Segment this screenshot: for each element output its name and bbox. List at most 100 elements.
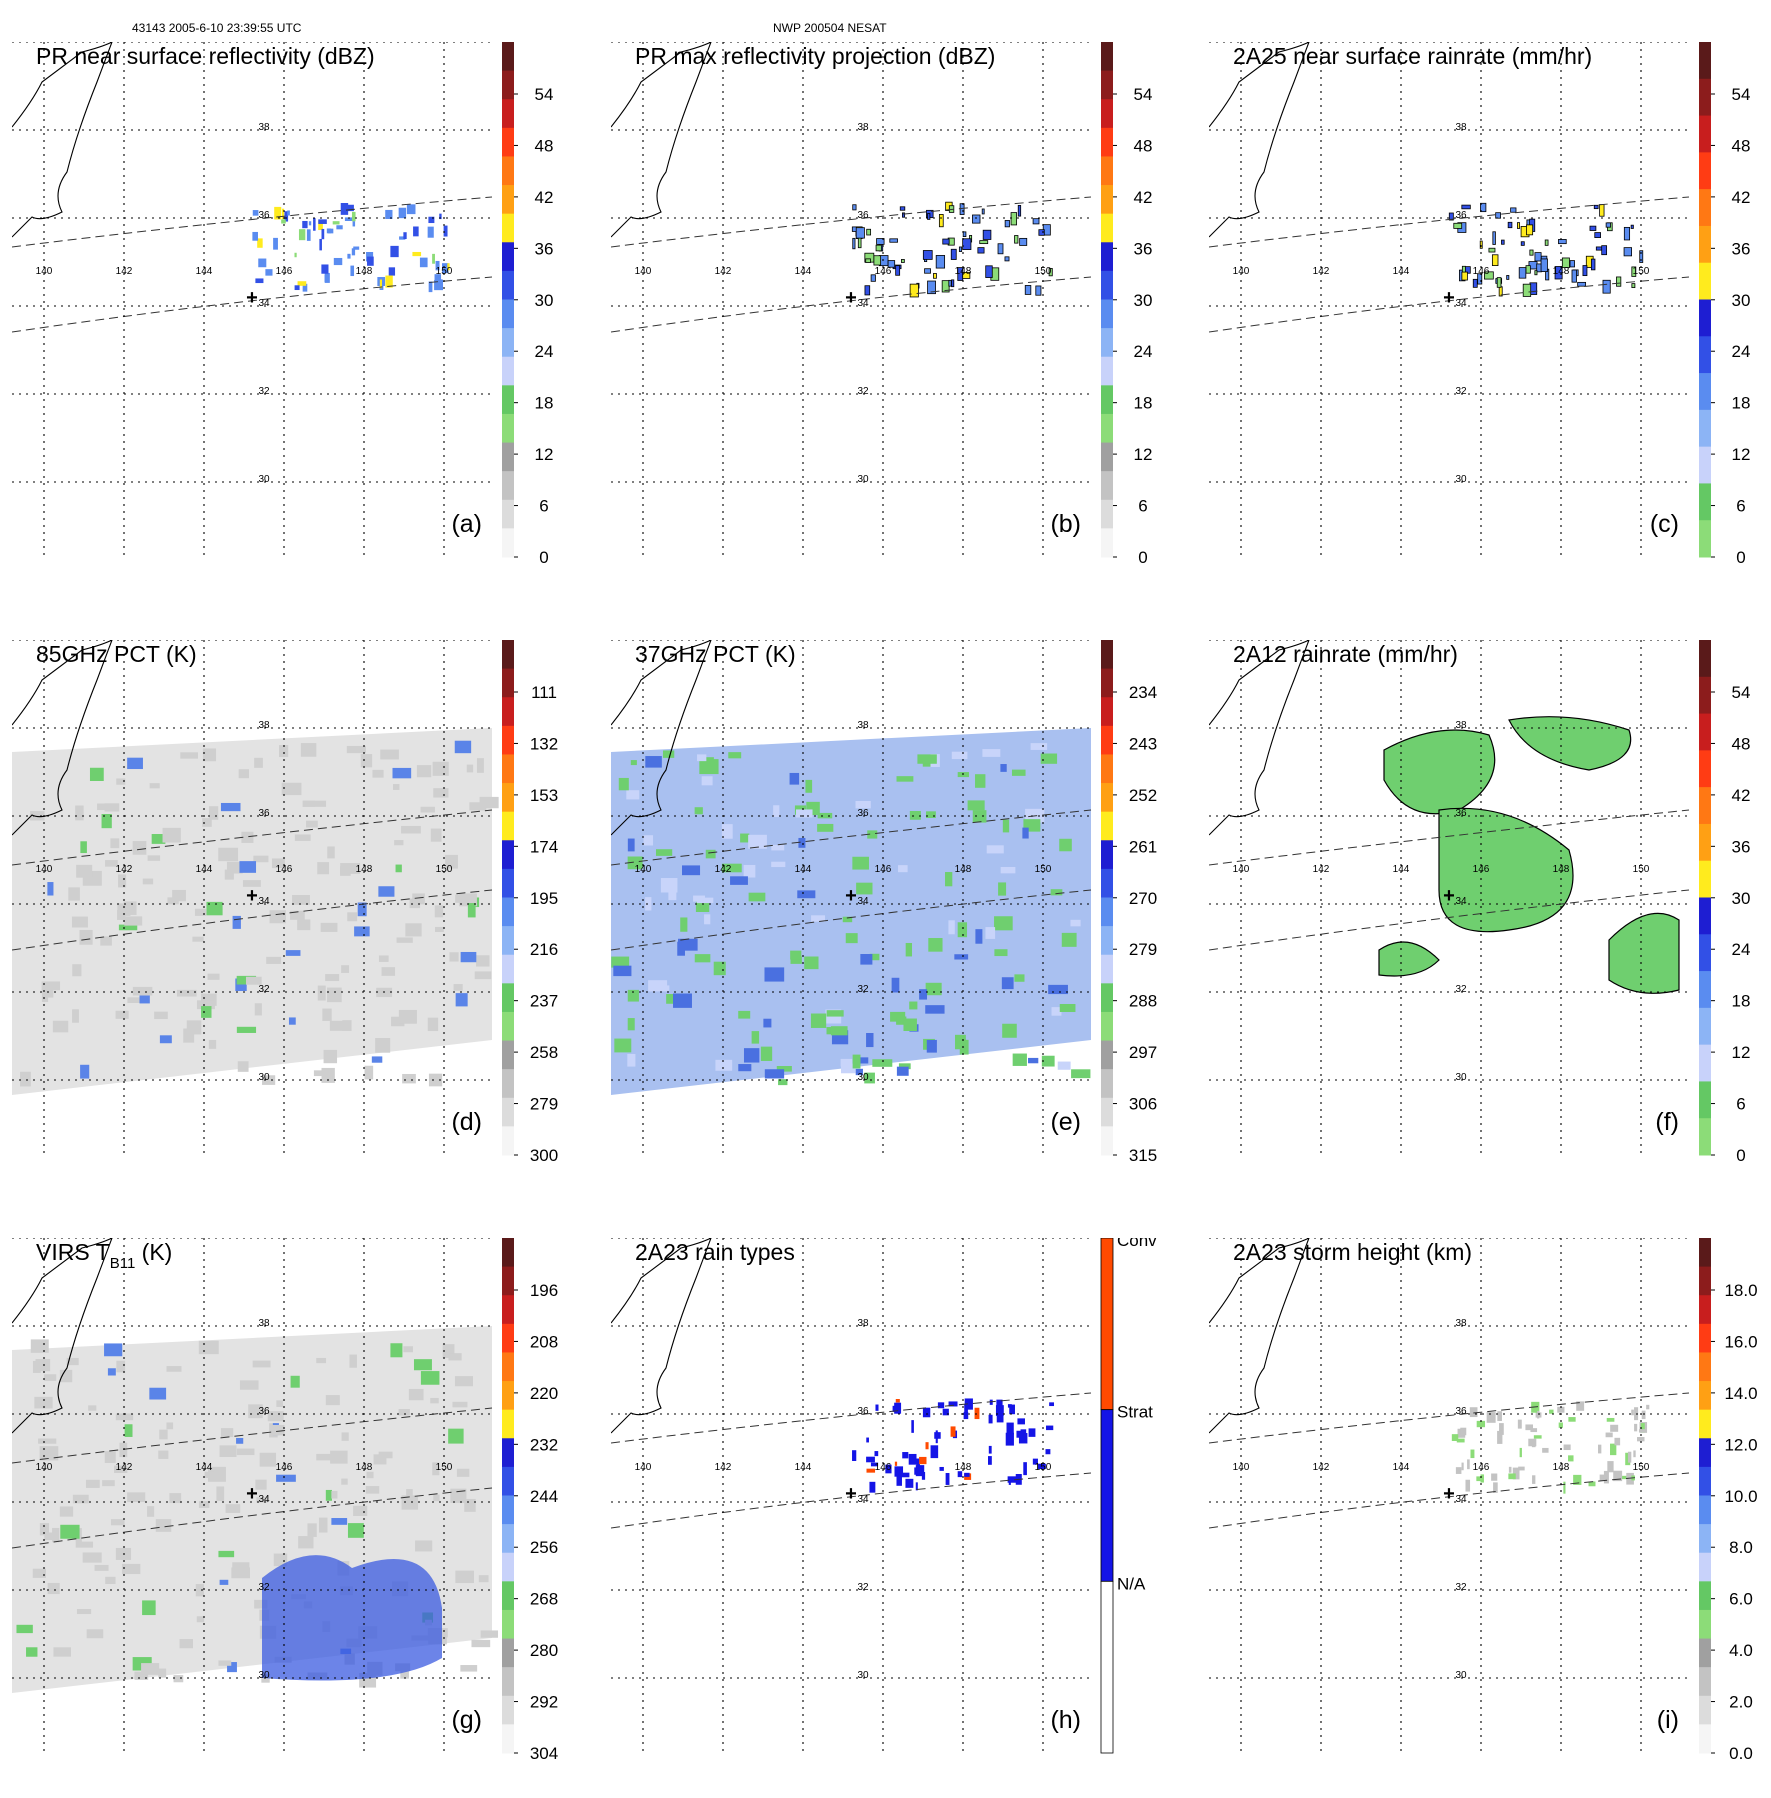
pixel-cell [218,847,239,862]
rain-cell [1639,250,1644,263]
swath-edge [12,196,493,248]
rain-cell [959,203,965,215]
pixel-cell [442,1344,455,1358]
pixel-cell [320,922,338,932]
rain-cell [1004,220,1010,228]
pixel-cell [302,800,315,807]
rain-cell [351,211,356,222]
storm-center-icon: + [1443,1483,1455,1505]
rain-cell [432,253,435,264]
pixel-cell [101,814,112,829]
map-area: 40 38 36 34 32 30 140 142 144 146 148 150 + [611,640,1092,1155]
pixel-cell [696,897,714,904]
pixel-cell [316,1453,336,1461]
case-name: NWP 200504 NESAT [773,21,887,35]
lon-label: 142 [715,266,732,277]
colorbar-swatch [1699,1495,1711,1525]
lon-label: 150 [1633,266,1650,277]
pixel-cell [341,965,350,973]
lat-label: 34 [1455,298,1467,309]
lon-label: 146 [276,266,293,277]
lon-label: 144 [196,266,213,277]
rain-cell [916,1458,920,1470]
lon-label: 142 [1313,864,1330,875]
rain-cell [948,279,952,287]
rain-cell [894,1461,898,1466]
rain-cell [962,238,972,250]
rain-cell [1616,276,1622,287]
map-area: 40 38 36 34 32 30 140 142 144 146 148 150 + [1209,640,1690,1155]
lon-label: 144 [795,864,812,875]
pixel-cell [271,858,285,869]
colorbar-swatch [1699,897,1711,935]
pixel-cell [20,1071,31,1087]
rain-cell [306,229,311,241]
colorbar-tick-label: 132 [530,734,558,753]
pixel-cell [945,872,953,887]
rain-cell [434,274,442,284]
pixel-cell [957,922,968,938]
rain-cell [406,204,416,215]
pixel-cell [34,1396,53,1409]
pixel-cell [226,861,243,874]
pixel-cell [242,880,261,887]
pixel-cell [127,1492,146,1503]
lon-label: 148 [955,1462,972,1473]
pixel-cell [76,864,93,878]
lat-label: 40 [857,1238,869,1241]
pixel-cell [46,989,54,998]
colorbar-swatch [1101,156,1113,186]
colorbar-tick-label: 12 [1134,445,1153,464]
pixel-cell [811,915,826,922]
pixel-cell [224,869,234,880]
pixel-cell [341,1432,349,1441]
lat-label: 40 [1455,42,1467,45]
pixel-cell [1000,764,1007,772]
pixel-cell [420,806,435,813]
pixel-cell [790,950,802,960]
colorbar-tick-label: 306 [1129,1095,1157,1114]
pixel-cell [925,982,942,996]
rain-cell [439,213,442,220]
rain-cell [302,283,308,292]
colorbar-swatch [502,528,514,558]
pixel-cell [219,1445,237,1457]
rain-cell [298,229,306,241]
pixel-cell [114,1465,128,1473]
panel-f: 40 38 36 34 32 30 140 142 144 146 148 150 +2A12 rain… [1209,640,1751,1165]
rain-cell [939,1466,944,1471]
colorbar-tick-label: 196 [530,1281,558,1300]
pixel-cell [1070,919,1081,927]
rain-cell [922,250,933,260]
colorbar-swatch [1699,299,1711,337]
colorbar-swatch [1101,1011,1113,1042]
rain-cell [333,257,343,266]
pixel-cell [450,1488,467,1503]
colorbar-swatch [1699,1323,1711,1353]
pixel-cell [341,1478,348,1485]
pixel-cell [471,1639,491,1648]
pixel-cell [771,861,786,868]
pixel-cell [627,1053,636,1067]
rain-cell [1028,1428,1036,1437]
pixel-cell [105,1576,116,1584]
lon-label: 142 [1313,1462,1330,1473]
rain-cell [951,279,955,288]
lon-label: 142 [116,266,133,277]
lon-label: 148 [955,266,972,277]
colorbar-tick-label: 36 [1732,837,1751,856]
pixel-cell [68,887,80,901]
pixel-cell [648,980,668,992]
rain-cell [1519,1447,1522,1458]
colorbar-tick-label: 42 [535,188,554,207]
pixel-cell [218,1660,232,1666]
pixel-cell [967,800,985,811]
colorbar-swatch [502,127,514,157]
colorbar-swatch [502,385,514,415]
pixel-cell [166,1366,182,1372]
lon-label: 144 [1393,864,1410,875]
colorbar-swatch [1699,1266,1711,1296]
pixel-cell [100,936,112,946]
rain-cell [1582,265,1588,277]
colorbar-swatch [502,725,514,755]
